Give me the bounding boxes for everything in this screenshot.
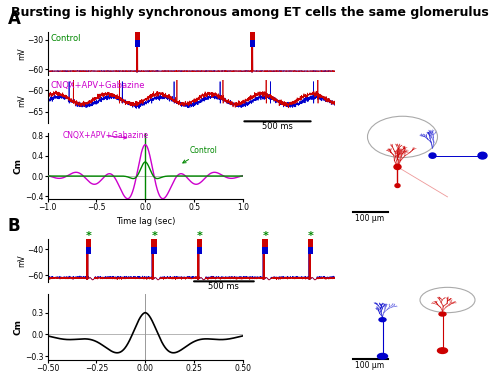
Bar <box>250 40 255 47</box>
Text: *: * <box>197 231 203 241</box>
Text: Bursting is highly synchronous among ET cells the same glomerulus: Bursting is highly synchronous among ET … <box>11 6 489 19</box>
Circle shape <box>478 152 487 159</box>
Text: 100 μm: 100 μm <box>356 361 384 370</box>
Y-axis label: Cm: Cm <box>13 158 22 174</box>
Circle shape <box>438 348 448 353</box>
Text: Control: Control <box>50 34 81 43</box>
Bar <box>152 247 156 254</box>
Bar <box>86 239 92 247</box>
Bar <box>308 247 314 254</box>
Text: *: * <box>262 231 268 241</box>
Circle shape <box>395 184 400 188</box>
Bar <box>197 247 202 254</box>
Y-axis label: Cm: Cm <box>13 319 22 335</box>
Circle shape <box>378 353 388 359</box>
Circle shape <box>379 318 386 322</box>
Text: B: B <box>8 217 20 235</box>
Text: 500 ms: 500 ms <box>262 122 293 131</box>
Circle shape <box>394 164 401 170</box>
Bar <box>135 32 140 40</box>
Text: 100 μm: 100 μm <box>356 214 384 223</box>
Y-axis label: mV: mV <box>17 95 26 107</box>
X-axis label: Time lag (sec): Time lag (sec) <box>116 217 175 226</box>
Bar <box>152 239 156 247</box>
Text: 500 ms: 500 ms <box>208 282 240 291</box>
Text: *: * <box>86 231 92 241</box>
Bar <box>262 247 268 254</box>
Circle shape <box>439 312 446 316</box>
Circle shape <box>429 153 436 158</box>
Bar <box>250 32 255 40</box>
Bar <box>262 239 268 247</box>
Y-axis label: mV: mV <box>17 254 26 267</box>
Text: CNQX+APV+Gabazine: CNQX+APV+Gabazine <box>62 131 148 140</box>
Bar <box>86 247 92 254</box>
Text: CNQX+APV+Gabazine: CNQX+APV+Gabazine <box>50 81 145 90</box>
Bar <box>197 239 202 247</box>
Bar <box>308 239 314 247</box>
Bar <box>135 40 140 47</box>
Y-axis label: mV: mV <box>17 47 26 60</box>
Text: *: * <box>152 231 158 241</box>
Text: A: A <box>8 10 20 28</box>
Text: Control: Control <box>183 146 217 163</box>
Text: *: * <box>308 231 314 241</box>
